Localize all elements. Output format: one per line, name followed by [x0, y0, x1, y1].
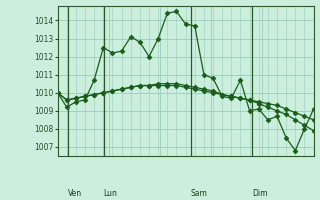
- Text: Sam: Sam: [191, 189, 208, 198]
- Text: Dim: Dim: [252, 189, 268, 198]
- Text: Lun: Lun: [104, 189, 117, 198]
- Text: Ven: Ven: [68, 189, 82, 198]
